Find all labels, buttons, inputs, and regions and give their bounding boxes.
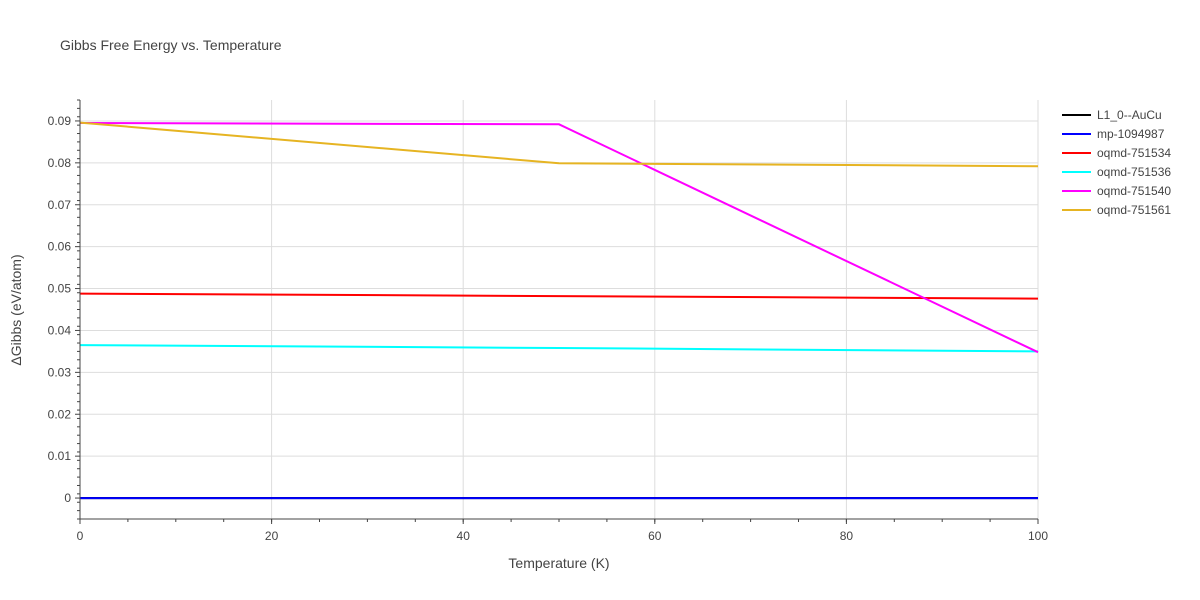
series-line-oqmd-751536	[79, 344, 1039, 353]
x-tick-label: 40	[457, 529, 471, 543]
legend-label[interactable]: mp-1094987	[1097, 127, 1165, 141]
series-line-oqmd-751561	[79, 121, 1039, 168]
y-tick-label: 0.02	[48, 407, 72, 421]
legend: L1_0--AuCu mp-1094987 oqmd-751534 oqmd-7515…	[1062, 108, 1171, 217]
x-ticks: 0 20 40 60 80 100	[77, 519, 1048, 543]
x-axis-label: Temperature (K)	[508, 555, 609, 571]
y-axis-label: ΔGibbs (eV/atom)	[8, 254, 24, 365]
x-tick-label: 80	[840, 529, 854, 543]
series-line-oqmd-751540	[79, 122, 1039, 354]
legend-label[interactable]: oqmd-751540	[1097, 184, 1171, 198]
legend-label[interactable]: oqmd-751534	[1097, 146, 1171, 160]
y-tick-label: 0.07	[48, 198, 72, 212]
y-ticks: 0 0.01 0.02 0.03 0.04 0.05 0.06 0.07 0.08 0.09	[48, 114, 80, 505]
y-tick-label: 0.01	[48, 449, 72, 463]
legend-label[interactable]: oqmd-751536	[1097, 165, 1171, 179]
y-tick-label: 0.09	[48, 114, 72, 128]
legend-label[interactable]: oqmd-751561	[1097, 203, 1171, 217]
y-tick-label: 0.04	[48, 323, 72, 337]
series-line-oqmd-751534	[79, 292, 1039, 300]
series-lines	[79, 121, 1039, 500]
x-tick-label: 20	[265, 529, 279, 543]
x-tick-label: 100	[1028, 529, 1048, 543]
legend-label[interactable]: L1_0--AuCu	[1097, 108, 1162, 122]
y-tick-label: 0	[64, 491, 71, 505]
y-tick-label: 0.08	[48, 156, 72, 170]
y-tick-label: 0.03	[48, 365, 72, 379]
chart-title: Gibbs Free Energy vs. Temperature	[60, 37, 282, 53]
y-tick-label: 0.05	[48, 282, 72, 296]
x-tick-label: 0	[77, 529, 84, 543]
y-tick-label: 0.06	[48, 240, 72, 254]
x-tick-label: 60	[648, 529, 662, 543]
